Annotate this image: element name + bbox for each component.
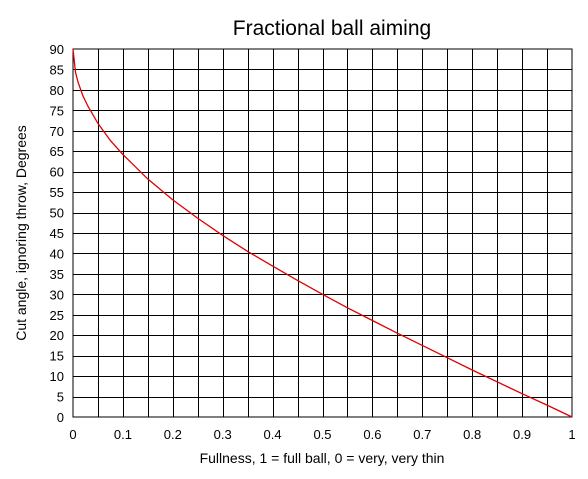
y-tick-label: 75 bbox=[50, 103, 64, 118]
y-tick-label: 40 bbox=[50, 246, 64, 261]
y-tick-label: 50 bbox=[50, 206, 64, 221]
y-tick-label: 20 bbox=[50, 328, 64, 343]
y-tick-labels: 0 5 10 15 20 25 30 35 40 45 50 55 60 65 70 75 80 85 90 bbox=[50, 42, 64, 425]
x-tick-label: 0.9 bbox=[513, 427, 531, 442]
y-tick-label: 30 bbox=[50, 287, 64, 302]
y-tick-label: 25 bbox=[50, 308, 64, 323]
x-tick-label: 0.8 bbox=[463, 427, 481, 442]
x-tick-label: 0.3 bbox=[214, 427, 232, 442]
chart-title: Fractional ball aiming bbox=[233, 17, 431, 40]
y-axis-label: Cut angle, ignoring throw, Degrees bbox=[13, 125, 29, 341]
y-tick-label: 85 bbox=[50, 62, 64, 77]
y-tick-label: 70 bbox=[50, 124, 64, 139]
y-tick-label: 15 bbox=[50, 349, 64, 364]
x-tick-label: 0.7 bbox=[413, 427, 431, 442]
x-tick-label: 0 bbox=[69, 427, 76, 442]
y-tick-label: 35 bbox=[50, 267, 64, 282]
x-tick-label: 0.4 bbox=[264, 427, 282, 442]
x-tick-labels: 0 0.1 0.2 0.3 0.4 0.5 0.6 0.7 0.8 0.9 1 bbox=[69, 427, 575, 442]
series-line bbox=[72, 48, 573, 418]
x-tick-label: 0.5 bbox=[313, 427, 331, 442]
y-tick-label: 65 bbox=[50, 144, 64, 159]
y-tick-label: 10 bbox=[50, 369, 64, 384]
y-tick-label: 45 bbox=[50, 226, 64, 241]
x-tick-label: 0.1 bbox=[114, 427, 132, 442]
grid bbox=[73, 49, 572, 417]
y-tick-label: 0 bbox=[57, 410, 64, 425]
y-tick-label: 55 bbox=[50, 185, 64, 200]
x-axis-label: Fullness, 1 = full ball, 0 = very, very … bbox=[200, 450, 445, 466]
x-tick-label: 0.6 bbox=[363, 427, 381, 442]
y-tick-label: 90 bbox=[50, 42, 64, 57]
plot-frame bbox=[72, 48, 573, 418]
x-tick-label: 0.2 bbox=[164, 427, 182, 442]
y-tick-label: 80 bbox=[50, 83, 64, 98]
x-tick-label: 1 bbox=[568, 427, 575, 442]
y-tick-label: 60 bbox=[50, 165, 64, 180]
y-tick-label: 5 bbox=[57, 390, 64, 405]
